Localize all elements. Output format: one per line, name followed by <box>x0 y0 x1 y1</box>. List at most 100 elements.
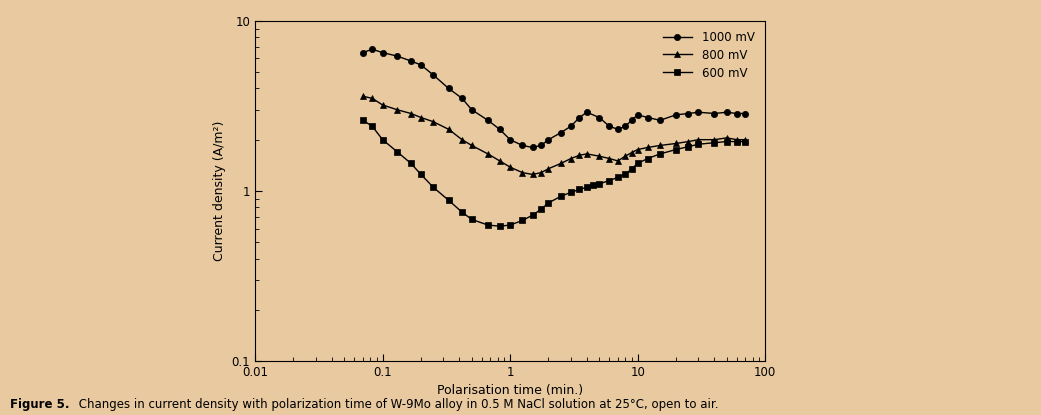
600 mV <box>366 124 379 129</box>
600 mV <box>465 217 478 222</box>
600 mV <box>504 222 516 227</box>
600 mV <box>390 149 403 154</box>
800 mV <box>442 127 455 132</box>
600 mV <box>493 224 506 229</box>
600 mV <box>535 207 548 212</box>
800 mV <box>456 137 468 142</box>
600 mV <box>692 142 705 147</box>
600 mV <box>593 181 606 186</box>
800 mV <box>574 153 586 158</box>
1000 mV <box>504 137 516 142</box>
600 mV <box>641 156 654 161</box>
Text: Figure 5.: Figure 5. <box>10 398 70 411</box>
600 mV <box>581 185 593 190</box>
800 mV <box>405 111 417 116</box>
1000 mV <box>414 62 427 67</box>
600 mV <box>720 139 733 144</box>
1000 mV <box>731 111 743 116</box>
1000 mV <box>390 54 403 59</box>
1000 mV <box>682 111 694 116</box>
800 mV <box>357 94 370 99</box>
800 mV <box>504 165 516 170</box>
1000 mV <box>535 143 548 148</box>
1000 mV <box>482 118 494 123</box>
600 mV <box>427 185 439 190</box>
1000 mV <box>603 124 615 129</box>
600 mV <box>654 151 666 156</box>
600 mV <box>377 137 389 142</box>
1000 mV <box>456 96 468 101</box>
1000 mV <box>708 111 720 116</box>
1000 mV <box>555 130 567 135</box>
800 mV <box>739 137 752 142</box>
1000 mV <box>542 137 555 142</box>
600 mV <box>357 118 370 123</box>
1000 mV <box>641 115 654 120</box>
800 mV <box>516 170 529 175</box>
800 mV <box>669 141 682 146</box>
600 mV <box>405 161 417 166</box>
1000 mV <box>619 124 632 129</box>
Y-axis label: Current density (A/m²): Current density (A/m²) <box>213 121 226 261</box>
600 mV <box>564 190 577 195</box>
600 mV <box>542 200 555 205</box>
X-axis label: Polarisation time (min.): Polarisation time (min.) <box>437 384 583 398</box>
1000 mV <box>669 112 682 117</box>
Line: 800 mV: 800 mV <box>360 93 748 178</box>
Line: 600 mV: 600 mV <box>360 117 748 229</box>
800 mV <box>619 154 632 159</box>
1000 mV <box>427 73 439 78</box>
600 mV <box>603 178 615 183</box>
800 mV <box>527 172 539 177</box>
1000 mV <box>377 50 389 55</box>
1000 mV <box>739 111 752 116</box>
600 mV <box>739 139 752 144</box>
800 mV <box>654 143 666 148</box>
800 mV <box>482 151 494 156</box>
800 mV <box>682 139 694 144</box>
1000 mV <box>493 127 506 132</box>
800 mV <box>390 107 403 112</box>
600 mV <box>555 194 567 199</box>
800 mV <box>626 150 638 155</box>
800 mV <box>377 103 389 107</box>
800 mV <box>366 96 379 101</box>
1000 mV <box>626 118 638 123</box>
1000 mV <box>405 59 417 63</box>
800 mV <box>692 137 705 142</box>
1000 mV <box>465 107 478 112</box>
600 mV <box>482 222 494 227</box>
600 mV <box>527 212 539 217</box>
600 mV <box>731 139 743 144</box>
Legend: 1000 mV, 800 mV, 600 mV: 1000 mV, 800 mV, 600 mV <box>658 27 759 85</box>
1000 mV <box>527 145 539 150</box>
1000 mV <box>574 115 586 120</box>
1000 mV <box>612 127 625 132</box>
600 mV <box>631 161 643 166</box>
600 mV <box>626 166 638 171</box>
1000 mV <box>564 124 577 129</box>
800 mV <box>493 159 506 164</box>
800 mV <box>708 137 720 142</box>
800 mV <box>731 137 743 142</box>
800 mV <box>603 156 615 161</box>
1000 mV <box>631 112 643 117</box>
1000 mV <box>692 110 705 115</box>
Text: Changes in current density with polarization time of W-9Mo alloy in 0.5 M NaCl s: Changes in current density with polariza… <box>75 398 718 411</box>
800 mV <box>593 154 606 159</box>
800 mV <box>612 159 625 164</box>
600 mV <box>442 198 455 203</box>
1000 mV <box>366 47 379 52</box>
800 mV <box>564 156 577 161</box>
600 mV <box>516 218 529 223</box>
1000 mV <box>516 143 529 148</box>
600 mV <box>456 210 468 215</box>
800 mV <box>414 115 427 120</box>
Line: 1000 mV: 1000 mV <box>360 46 748 151</box>
800 mV <box>641 145 654 150</box>
1000 mV <box>654 118 666 123</box>
600 mV <box>414 172 427 177</box>
1000 mV <box>581 110 593 115</box>
600 mV <box>587 183 600 188</box>
600 mV <box>669 147 682 152</box>
